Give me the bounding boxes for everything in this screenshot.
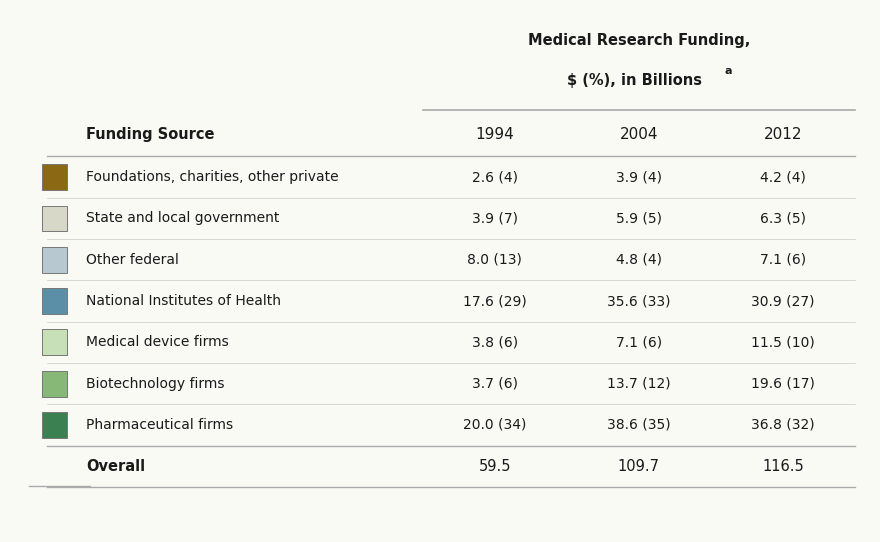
- FancyBboxPatch shape: [42, 412, 67, 438]
- Text: 30.9 (27): 30.9 (27): [752, 294, 815, 308]
- Text: 8.0 (13): 8.0 (13): [467, 253, 522, 267]
- Text: 6.3 (5): 6.3 (5): [760, 211, 806, 225]
- FancyBboxPatch shape: [42, 371, 67, 397]
- Text: 3.8 (6): 3.8 (6): [472, 335, 517, 350]
- Text: 11.5 (10): 11.5 (10): [752, 335, 815, 350]
- Text: 7.1 (6): 7.1 (6): [616, 335, 662, 350]
- Text: Other federal: Other federal: [86, 253, 179, 267]
- Text: 116.5: 116.5: [762, 459, 804, 474]
- Text: 2004: 2004: [620, 127, 658, 141]
- Text: State and local government: State and local government: [86, 211, 279, 225]
- FancyBboxPatch shape: [42, 205, 67, 231]
- Text: Foundations, charities, other private: Foundations, charities, other private: [86, 170, 339, 184]
- Text: National Institutes of Health: National Institutes of Health: [86, 294, 281, 308]
- Text: 7.1 (6): 7.1 (6): [760, 253, 806, 267]
- FancyBboxPatch shape: [42, 288, 67, 314]
- Text: 38.6 (35): 38.6 (35): [607, 418, 671, 432]
- Text: Funding Source: Funding Source: [86, 127, 215, 141]
- Text: Medical device firms: Medical device firms: [86, 335, 229, 350]
- Text: 13.7 (12): 13.7 (12): [607, 377, 671, 391]
- FancyBboxPatch shape: [42, 164, 67, 190]
- FancyBboxPatch shape: [42, 247, 67, 273]
- Text: Pharmaceutical firms: Pharmaceutical firms: [86, 418, 233, 432]
- Text: Medical Research Funding,: Medical Research Funding,: [528, 33, 750, 48]
- Text: 5.9 (5): 5.9 (5): [616, 211, 662, 225]
- Text: 3.7 (6): 3.7 (6): [472, 377, 517, 391]
- Text: 17.6 (29): 17.6 (29): [463, 294, 526, 308]
- Text: 2012: 2012: [764, 127, 803, 141]
- Text: Overall: Overall: [86, 459, 145, 474]
- Text: 36.8 (32): 36.8 (32): [752, 418, 815, 432]
- Text: 1994: 1994: [475, 127, 514, 141]
- Text: 59.5: 59.5: [479, 459, 511, 474]
- Text: 4.8 (4): 4.8 (4): [616, 253, 662, 267]
- Text: a: a: [724, 66, 732, 76]
- Text: 4.2 (4): 4.2 (4): [760, 170, 806, 184]
- Text: 35.6 (33): 35.6 (33): [607, 294, 671, 308]
- Text: 20.0 (34): 20.0 (34): [463, 418, 526, 432]
- Text: 3.9 (4): 3.9 (4): [616, 170, 662, 184]
- Text: Biotechnology firms: Biotechnology firms: [86, 377, 224, 391]
- Text: $ (%), in Billions: $ (%), in Billions: [567, 73, 702, 88]
- Text: 19.6 (17): 19.6 (17): [752, 377, 815, 391]
- Text: 2.6 (4): 2.6 (4): [472, 170, 517, 184]
- Text: 3.9 (7): 3.9 (7): [472, 211, 517, 225]
- FancyBboxPatch shape: [42, 330, 67, 355]
- Text: 109.7: 109.7: [618, 459, 660, 474]
